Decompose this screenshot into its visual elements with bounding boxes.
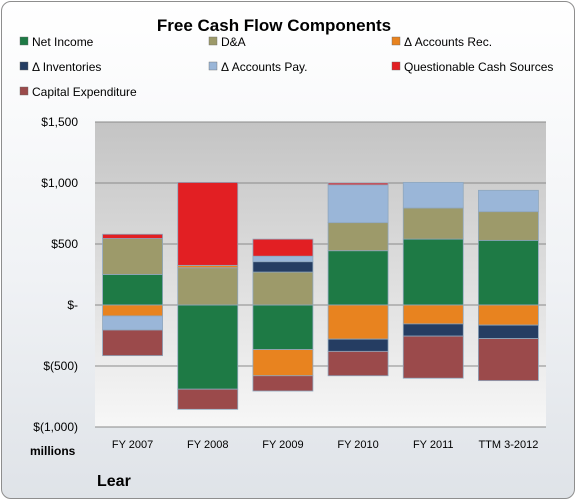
chart-title: Free Cash Flow Components [157, 16, 391, 35]
bar-segment [327, 338, 389, 352]
bar-group [327, 182, 389, 377]
bar-segment [177, 181, 239, 266]
bar-segment [252, 375, 314, 392]
bar-segment [478, 211, 539, 241]
legend-swatch [19, 61, 29, 71]
company-label: Lear [97, 473, 131, 490]
y-tick-label: $- [67, 298, 78, 312]
bars [102, 181, 539, 410]
x-tick-label: FY 2007 [112, 439, 153, 451]
bar-segment [478, 338, 539, 382]
bar-segment [252, 271, 314, 306]
legend-item: Δ Accounts Pay. [208, 60, 308, 74]
y-axis: $1,500 $1,000 $500 $- $(500) $(1,000) [33, 115, 78, 434]
y-tick-label: $500 [51, 237, 78, 251]
bar-segment [327, 304, 389, 340]
legend-swatch [208, 36, 218, 46]
bar-segment [327, 182, 389, 186]
legend-label: D&A [221, 35, 246, 49]
legend-item: Capital Expenditure [19, 85, 137, 99]
legend-label: Δ Inventories [32, 60, 101, 74]
bar-segment [478, 324, 539, 339]
bar-segment [102, 274, 163, 306]
bar-group [102, 233, 163, 357]
y-tick-label: $(1,000) [33, 420, 78, 434]
bar-group [177, 181, 239, 410]
bar-segment [327, 350, 389, 377]
legend-label: Net Income [32, 35, 94, 49]
bar-segment [252, 238, 314, 257]
legend-label: Capital Expenditure [32, 85, 137, 99]
x-axis: FY 2007 FY 2008 FY 2009 FY 2010 FY 2011 TTM 3… [112, 439, 538, 451]
plot-area [95, 122, 546, 427]
legend: Net Income D&A Δ Accounts Rec. Δ Inventorie… [19, 35, 553, 99]
x-tick-label: FY 2010 [337, 439, 378, 451]
bar-segment [252, 255, 314, 263]
bar-segment [102, 238, 163, 275]
legend-swatch [208, 61, 218, 71]
bar-segment [402, 181, 464, 209]
x-tick-label: TTM 3-2012 [478, 439, 538, 451]
legend-swatch [391, 61, 401, 71]
bar-segment [402, 304, 464, 325]
bar-segment [102, 304, 163, 317]
bar-segment [402, 323, 464, 337]
legend-label: Δ Accounts Rec. [404, 35, 492, 49]
x-tick-label: FY 2009 [262, 439, 303, 451]
bar-group [252, 238, 314, 392]
y-tick-label: $1,000 [41, 176, 78, 190]
bar-segment [327, 250, 389, 306]
legend-item: D&A [208, 35, 246, 49]
units-label: millions [30, 444, 76, 458]
bar-group [402, 181, 464, 379]
bar-segment [478, 239, 539, 306]
bar-segment [402, 238, 464, 306]
bar-segment [102, 233, 163, 239]
legend-item: Δ Accounts Rec. [391, 35, 492, 49]
y-tick-label: $(500) [43, 359, 78, 373]
bar-segment [252, 304, 314, 350]
legend-label: Δ Accounts Pay. [221, 60, 308, 74]
legend-swatch [391, 36, 401, 46]
bar-segment [327, 184, 389, 224]
bar-segment [402, 335, 464, 379]
plot-background [95, 122, 546, 427]
bar-segment [177, 267, 239, 306]
gridlines [95, 121, 546, 428]
bar-segment [177, 388, 239, 410]
bar-segment [252, 349, 314, 377]
bar-segment [402, 207, 464, 240]
y-tick-label: $1,500 [41, 115, 78, 129]
bar-segment [327, 222, 389, 252]
bar-segment [478, 304, 539, 326]
legend-item: Questionable Cash Sources [391, 60, 553, 74]
bar-segment [177, 304, 239, 390]
x-tick-label: FY 2008 [187, 439, 228, 451]
bar-segment [478, 189, 539, 213]
legend-swatch [19, 36, 29, 46]
bar-group [478, 189, 539, 382]
bar-segment [102, 315, 163, 331]
legend-item: Net Income [19, 35, 94, 49]
legend-item: Δ Inventories [19, 60, 101, 74]
x-tick-label: FY 2011 [413, 439, 454, 451]
bar-segment [252, 261, 314, 273]
legend-swatch [19, 86, 29, 96]
bar-segment [102, 329, 163, 357]
legend-label: Questionable Cash Sources [404, 60, 553, 74]
